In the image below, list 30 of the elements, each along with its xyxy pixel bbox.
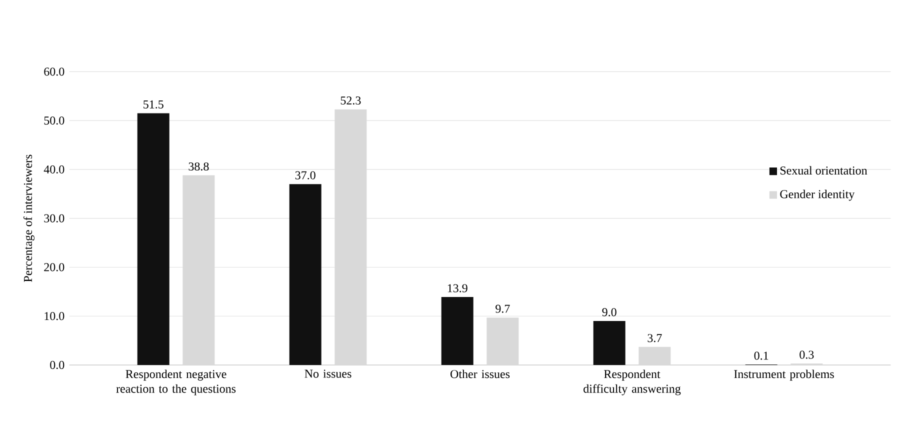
y-tick-label: 60.0 (44, 68, 64, 76)
bar (289, 184, 322, 365)
data-label: 3.7 (648, 334, 662, 342)
bar (137, 113, 170, 365)
y-tick-label: 50.0 (44, 116, 64, 125)
data-label: 9.7 (496, 304, 510, 313)
bar (441, 297, 474, 365)
bar (638, 346, 671, 365)
x-tick-label: Respondent difficulty answering (584, 370, 681, 396)
data-label: 0.3 (800, 350, 814, 359)
bar (593, 320, 626, 365)
data-label: 51.5 (144, 100, 164, 109)
x-tick-label: Respondent negative reaction to the questions (116, 370, 236, 396)
y-tick-label: 0.0 (50, 360, 64, 370)
legend-label: Sexual orientation (780, 166, 868, 175)
y-tick-label: 40.0 (44, 165, 64, 174)
data-label: 9.0 (602, 308, 616, 316)
y-axis-title: Percentage of interviewers (23, 154, 34, 282)
y-tick-label: 20.0 (44, 263, 64, 272)
y-tick-label: 10.0 (44, 312, 64, 320)
x-tick-label: Instrument problems (734, 370, 834, 381)
data-label: 0.1 (754, 352, 768, 360)
x-tick-label: Other issues (450, 370, 510, 378)
data-label: 13.9 (448, 284, 468, 292)
legend-label: Gender identity (780, 190, 855, 201)
data-label: 52.3 (340, 96, 361, 105)
y-tick-label: 30.0 (44, 214, 64, 222)
data-label: 38.8 (188, 162, 209, 171)
x-tick-label: No issues (304, 370, 352, 378)
data-label: 37.0 (295, 171, 316, 180)
